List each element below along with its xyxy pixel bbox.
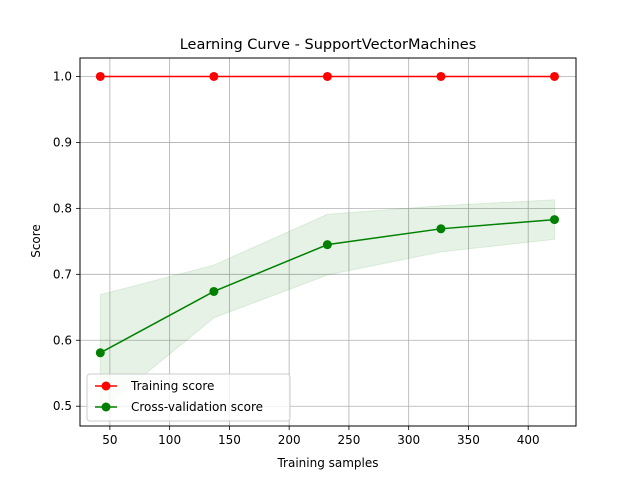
legend-entry-cross-validation: Cross-validation score bbox=[95, 400, 263, 414]
x-tick-label: 100 bbox=[158, 433, 181, 447]
legend-label: Cross-validation score bbox=[131, 400, 263, 414]
data-point bbox=[549, 215, 559, 225]
data-point bbox=[95, 348, 105, 358]
data-point bbox=[209, 286, 219, 296]
legend-swatch-marker bbox=[101, 402, 111, 412]
legend-label: Training score bbox=[130, 379, 214, 393]
x-tick-label: 150 bbox=[218, 433, 241, 447]
x-tick-label: 300 bbox=[397, 433, 420, 447]
x-tick-label: 250 bbox=[337, 433, 360, 447]
y-tick-label: 1.0 bbox=[53, 69, 72, 83]
y-axis-ticks: 0.5 0.6 0.7 0.8 0.9 1.0 bbox=[53, 69, 80, 413]
legend: Training score Cross-validation score bbox=[86, 373, 291, 422]
x-axis-label: Training samples bbox=[276, 456, 378, 470]
x-tick-label: 200 bbox=[278, 433, 301, 447]
series-markers bbox=[95, 71, 559, 358]
data-point bbox=[436, 71, 446, 81]
y-tick-label: 0.8 bbox=[53, 201, 72, 215]
legend-swatch-marker bbox=[101, 381, 111, 391]
data-point bbox=[549, 71, 559, 81]
data-point bbox=[322, 240, 332, 250]
chart-title: Learning Curve - SupportVectorMachines bbox=[180, 37, 477, 53]
data-point bbox=[322, 71, 332, 81]
y-tick-label: 0.6 bbox=[53, 333, 72, 347]
y-tick-label: 0.5 bbox=[53, 399, 72, 413]
data-point bbox=[436, 224, 446, 234]
legend-box bbox=[86, 373, 291, 422]
data-point bbox=[209, 71, 219, 81]
plot-frame bbox=[79, 57, 577, 427]
x-tick-label: 50 bbox=[102, 433, 117, 447]
x-tick-label: 350 bbox=[457, 433, 480, 447]
legend-entry-training: Training score bbox=[95, 379, 214, 393]
y-tick-label: 0.9 bbox=[53, 135, 72, 149]
data-point bbox=[95, 71, 105, 81]
y-axis-label: Score bbox=[29, 224, 43, 258]
x-tick-label: 400 bbox=[517, 433, 540, 447]
y-tick-label: 0.7 bbox=[53, 267, 72, 281]
x-axis-ticks: 50 100 150 200 250 300 350 400 bbox=[102, 426, 540, 447]
